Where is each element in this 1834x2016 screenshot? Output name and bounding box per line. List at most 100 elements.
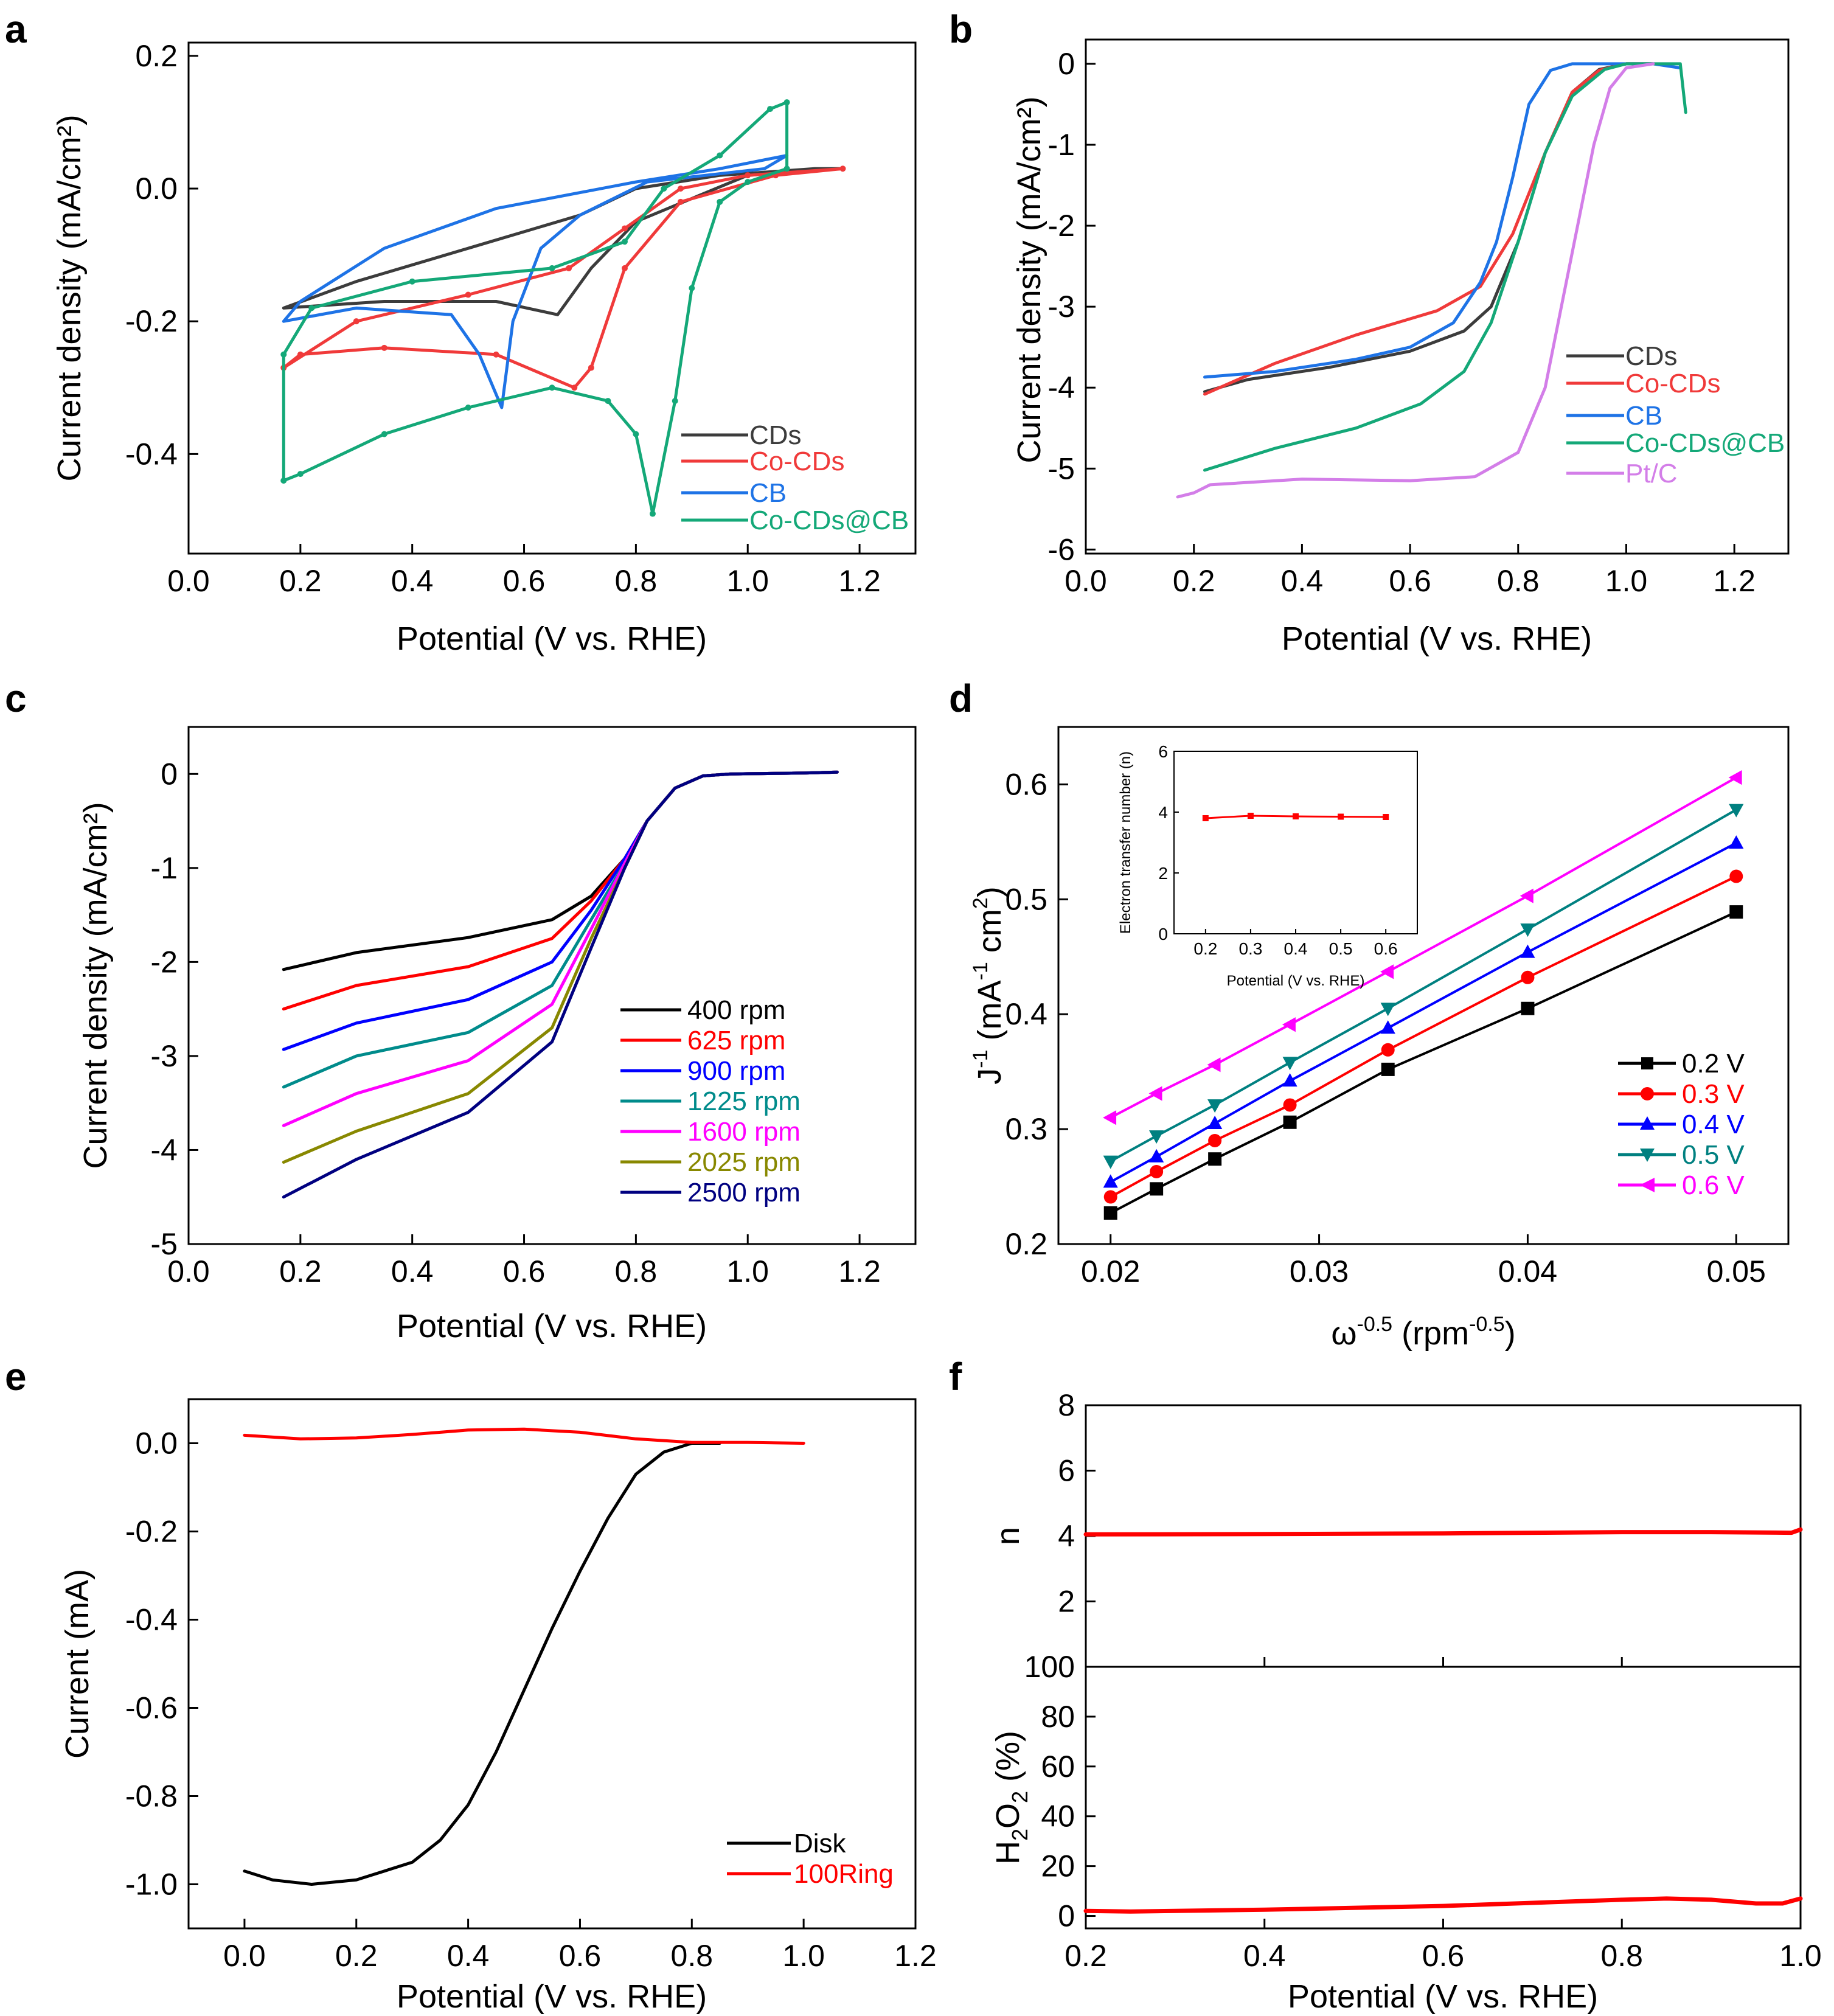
data-point-0-6-v (1148, 1086, 1162, 1101)
data-point-co-cds-cb (297, 471, 304, 478)
panel-f-series (1083, 1527, 1803, 1914)
panel-a-letter: a (5, 7, 27, 51)
series-line-pt-c (1176, 62, 1655, 499)
data-point-co-cds-cb (549, 384, 555, 391)
data-point-co-cds (493, 351, 499, 358)
legend-marker-0-5v (1640, 1149, 1655, 1162)
panel-b-series (1176, 62, 1687, 499)
x-tick-label: 0.03 (1290, 1254, 1349, 1288)
data-point-co-cds-cb (783, 99, 790, 106)
data-point-inset-n (1383, 814, 1389, 820)
panel-c-ylabel: Current density (mA/cm²) (77, 802, 114, 1169)
x-tick-label: 0.4 (1284, 939, 1308, 958)
y-tick-label: -0.4 (125, 437, 178, 471)
panel-b-frame (1085, 38, 1790, 555)
x-tick-label: 1.0 (782, 1939, 825, 1973)
y-tick-label: -2 (151, 945, 178, 979)
data-point-co-cds-cb (672, 398, 678, 405)
y-tick-label: -5 (151, 1227, 178, 1261)
data-point-0-4-v (1103, 1174, 1118, 1188)
x-tick-label: 0.6 (503, 1254, 546, 1288)
data-point-co-cds-cb (633, 431, 639, 437)
legend-label-cb: CB (749, 478, 787, 508)
x-tick-label: 0.0 (167, 1254, 210, 1288)
series-line-100ring (243, 1427, 805, 1445)
x-tick-label: 0.6 (1422, 1939, 1465, 1973)
panel-c-letter: c (5, 676, 27, 720)
x-tick-label: 0.6 (1374, 939, 1398, 958)
data-point-0-5-v (1520, 923, 1535, 937)
data-point-co-cds (677, 198, 684, 205)
x-tick-label: 0.6 (559, 1939, 602, 1973)
panel-a-xlabel: Potential (V vs. RHE) (397, 620, 707, 657)
data-point-0-4-v (1520, 944, 1535, 958)
data-point-co-cds-cb (717, 198, 723, 205)
panel-d-inset: 0.2 0.3 0.4 0.5 0.6 0 2 4 6 Potential (V vs. RHE… (1117, 742, 1418, 989)
legend-label-2500: 2500 rpm (687, 1178, 801, 1208)
panel-a-series (280, 99, 846, 517)
data-point-co-cds (381, 344, 387, 351)
panel-e-axes: 0.0 0.2 0.4 0.6 0.8 1.0 1.2 -1.0 -0.8 -0.6 -0.4 -0.… (125, 1427, 937, 1973)
y-tick-label: -3 (151, 1039, 178, 1073)
data-point-co-cds (622, 265, 628, 271)
legend-label-co-cds-cb: Co-CDs@CB (1625, 428, 1785, 458)
y-tick-label: -1 (1048, 128, 1075, 162)
series-line-h2o2 (1083, 1896, 1803, 1914)
data-point-0-2-v (1729, 905, 1743, 919)
y-tick-label: 100 (1024, 1650, 1075, 1684)
data-point-co-cds-cb (409, 278, 415, 285)
data-point-0-6-v (1380, 964, 1394, 979)
legend-label-400: 400 rpm (687, 995, 785, 1025)
x-tick-label: 0.6 (1389, 564, 1431, 598)
panel-e-ylabel: Current (mA) (59, 1569, 96, 1759)
x-tick-label: 0.4 (447, 1939, 490, 1973)
panel-d-series (1103, 770, 1744, 1220)
data-point-co-cds (745, 172, 751, 179)
panel-b-letter: b (949, 7, 973, 51)
legend-label-co-cds: Co-CDs (749, 447, 844, 476)
x-tick-label: 0.0 (167, 564, 210, 598)
legend-label-cb: CB (1625, 401, 1662, 431)
y-tick-label: 6 (1158, 742, 1168, 761)
data-point-inset-n (1202, 815, 1209, 821)
data-point-co-cds (465, 291, 471, 298)
data-point-0-2-v (1521, 1001, 1535, 1015)
y-tick-label: -1.0 (125, 1868, 178, 1902)
panel-c-frame (187, 726, 917, 1245)
legend-marker-0-2v (1641, 1057, 1653, 1069)
data-point-co-cds-cb (280, 351, 287, 358)
legend-label-pt-c: Pt/C (1625, 459, 1678, 488)
data-point-0-5-v (1729, 804, 1744, 818)
data-point-co-cds-cb (381, 431, 387, 437)
data-point-co-cds (353, 318, 360, 325)
data-point-co-cds-cb (549, 265, 555, 271)
data-point-co-cds-cb (465, 405, 471, 411)
y-tick-label: 0.6 (1005, 767, 1047, 801)
y-tick-label: 0 (1158, 925, 1168, 944)
data-point-0-6-v (1520, 888, 1534, 903)
data-point-0-3-v (1150, 1165, 1164, 1178)
data-point-inset-n (1338, 813, 1344, 820)
panel-e-legend: Disk 100Ring (727, 1829, 894, 1889)
panel-b-ylabel: Current density (mA/cm²) (1011, 96, 1047, 463)
x-tick-label: 1.0 (726, 1254, 769, 1288)
data-point-co-cds (839, 165, 846, 172)
x-tick-label: 0.6 (503, 564, 546, 598)
legend-label-0-6v: 0.6 V (1682, 1170, 1745, 1200)
legend-label-0-5v: 0.5 V (1682, 1140, 1745, 1170)
y-tick-label: 0 (1058, 1899, 1075, 1933)
panel-f-top-ylabel: n (990, 1527, 1026, 1545)
x-tick-label: 0.4 (391, 564, 434, 598)
data-point-co-cds-cb (745, 179, 751, 186)
y-tick-label: 0 (1058, 47, 1075, 81)
legend-label-0-3v: 0.3 V (1682, 1079, 1745, 1109)
panel-f-bottom-ylabel: H2O2 (%) (990, 1731, 1032, 1865)
x-tick-label: 1.2 (838, 564, 881, 598)
y-tick-label: 0.4 (1005, 997, 1047, 1031)
x-tick-label: 0.4 (1243, 1939, 1286, 1973)
x-tick-label: 0.5 (1329, 939, 1353, 958)
legend-label-2025: 2025 rpm (687, 1147, 801, 1177)
panel-d-axes: 0.02 0.03 0.04 0.05 0.2 0.3 0.4 0.5 0.6 (1005, 767, 1765, 1288)
x-tick-label: 0.0 (1065, 564, 1107, 598)
